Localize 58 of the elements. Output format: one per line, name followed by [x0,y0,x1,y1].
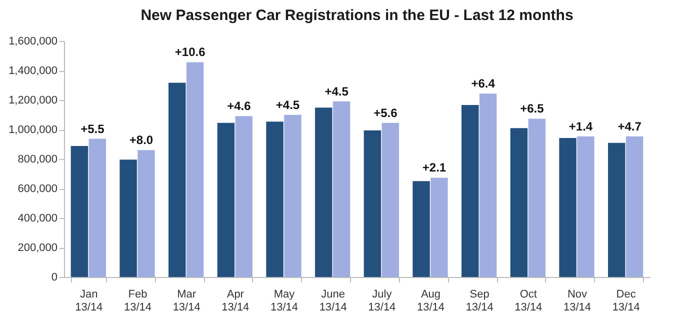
bar [510,128,528,277]
bar [88,138,106,277]
bar [315,108,332,277]
annotation: +10.6 [174,45,206,60]
bar [168,82,186,277]
y-tick-label: 1,200,000 [8,94,58,106]
y-tick-label: 400,000 [18,212,58,224]
y-tick-label: 1,400,000 [8,65,58,77]
annotation: +1.4 [568,119,593,134]
bar [479,94,497,277]
x-tick-label: July 13/14 [368,288,396,314]
bar [462,105,479,277]
annotation: +2.1 [422,160,446,175]
bar [266,122,284,277]
x-tick-label: Dec 13/14 [612,288,640,314]
annotation: +4.7 [618,119,642,134]
y-tick-label: 200,000 [18,242,58,254]
bar [528,118,546,277]
y-tick-label: 800,000 [18,154,58,166]
bar [559,138,576,277]
x-tick-label: May 13/14 [270,288,298,314]
bar [626,136,644,277]
chart-title: New Passenger Car Registrations in the EU - Last 12 months [140,7,574,24]
bar [412,181,430,277]
bar [364,130,382,277]
bar [186,62,204,277]
x-tick-label: Aug 13/14 [416,288,445,314]
annotation: +5.5 [80,122,105,136]
x-tick-label: Apr 13/14 [222,288,250,314]
x-tick-label: Mar 13/14 [172,288,200,314]
annotation: +5.6 [374,106,398,120]
y-tick-label: 600,000 [18,183,58,195]
annotation: +6.5 [520,102,544,116]
bar [235,116,252,277]
bar [608,142,626,277]
annotation: +4.5 [324,84,349,98]
x-tick-label: Feb 13/14 [124,288,152,314]
bar [577,136,594,277]
annotation: +8.0 [129,133,154,148]
x-tick-label: Nov 13/14 [563,288,592,314]
x-tick-label: June 13/14 [319,288,347,314]
bar [382,122,399,277]
bar [138,150,155,277]
annotation: +6.4 [471,76,496,91]
x-tick-label: Oct 13/14 [514,288,542,314]
y-tick-label: 1,600,000 [8,36,58,48]
bar [332,101,350,277]
annotation: +4.6 [227,99,252,114]
bar [217,122,235,277]
bar [284,114,302,277]
annotation: +4.5 [276,98,300,112]
x-tick-label: Sep 13/14 [466,288,494,314]
bar [120,160,137,277]
bar [70,146,88,277]
y-tick-label: 0 [51,272,58,284]
x-tick-label: Jan 13/14 [75,288,103,314]
y-tick-label: 1,000,000 [8,124,58,136]
bar [430,178,448,277]
